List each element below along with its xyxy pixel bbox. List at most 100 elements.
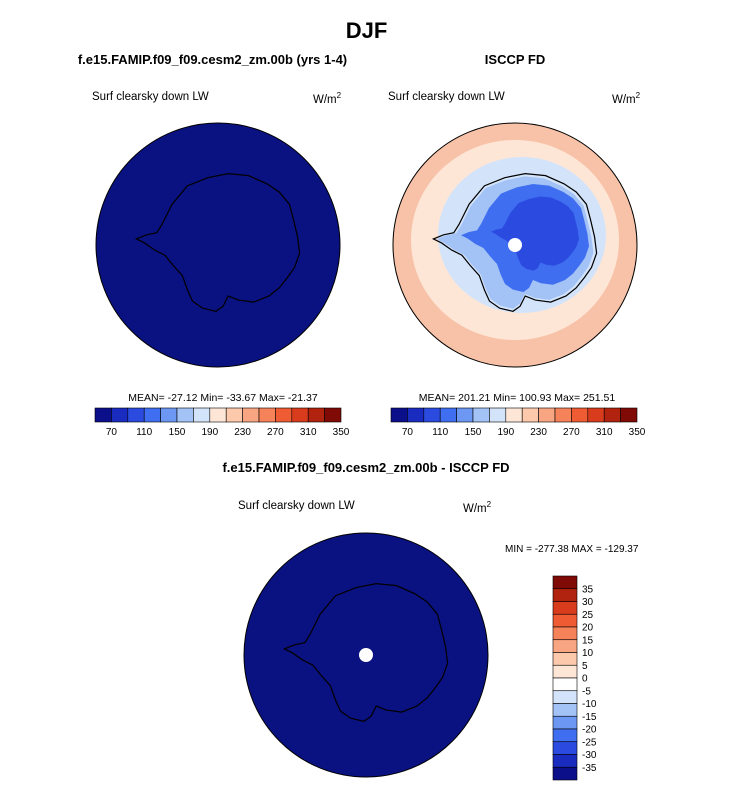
- diff-colorbar-box: [552, 766, 578, 781]
- obs-colorbar-tick: 70: [402, 427, 414, 438]
- figure-title: DJF: [345, 18, 388, 43]
- diff-colorbar-tick: -20: [582, 725, 597, 736]
- diff-colorbar-tick: 10: [582, 648, 594, 659]
- model-colorbar-box: [143, 407, 161, 423]
- obs-colorbar-box: [489, 407, 507, 423]
- model-colorbar-box: [111, 407, 129, 423]
- diff-colorbar-box: [552, 703, 578, 717]
- diff-units-label: W/m2: [463, 500, 492, 515]
- obs-colorbar-box: [407, 407, 425, 423]
- model-colorbar-box: [291, 407, 309, 423]
- obs-colorbar-tick: 190: [497, 427, 514, 438]
- diff-colorbar-box: [552, 690, 578, 704]
- model-colorbar-box: [258, 407, 276, 423]
- model-colorbar-tick: 110: [136, 427, 152, 438]
- model-case-title: f.e15.FAMIP.f09_f09.cesm2_zm.00b (yrs 1-…: [77, 52, 348, 67]
- diff-colorbar-tick: -25: [582, 737, 597, 748]
- model-colorbar-box: [307, 407, 325, 423]
- obs-colorbar-tick: 230: [530, 427, 547, 438]
- diff-colorbar-box: [552, 601, 578, 615]
- obs-colorbar-tick: 270: [563, 427, 580, 438]
- diff-colorbar-tick: 0: [582, 674, 588, 685]
- diff-stats-label: MIN = -277.38 MAX = -129.37: [505, 544, 639, 555]
- diff-colorbar-box: [552, 613, 578, 628]
- model-colorbar-tick: 70: [106, 427, 118, 438]
- model-variable-label: Surf clearsky down LW: [92, 91, 209, 103]
- model-colorbar-tick: 270: [267, 427, 284, 438]
- model-colorbar-box: [127, 407, 145, 423]
- model-colorbar-tick: 350: [333, 427, 350, 438]
- model-stats-label: MEAN= -27.12 Min= -33.67 Max= -21.37: [128, 392, 318, 404]
- obs-stats-label: MEAN= 201.21 Min= 100.93 Max= 251.51: [418, 392, 616, 404]
- model-colorbar-box: [324, 407, 342, 423]
- model-units-label: W/m2: [313, 91, 342, 106]
- obs-colorbar-tick: 110: [432, 427, 448, 438]
- obs-colorbar-box: [603, 407, 621, 423]
- obs-pole-hole: [508, 238, 522, 252]
- model-colorbar-box: [176, 407, 194, 423]
- diff-colorbar-tick: -15: [582, 712, 597, 723]
- diff-colorbar-tick: 20: [582, 623, 594, 634]
- obs-map: [392, 122, 638, 368]
- model-colorbar-box: [242, 407, 260, 423]
- diff-colorbar-box: [552, 677, 578, 692]
- diff-colorbar-box: [552, 754, 578, 768]
- diff-colorbar-box: [552, 652, 578, 666]
- obs-colorbar-box: [472, 407, 490, 423]
- diff-colorbar-tick: 5: [582, 661, 588, 672]
- obs-colorbar-box: [571, 407, 589, 423]
- obs-colorbar-tick: 310: [596, 427, 613, 438]
- obs-colorbar-box: [587, 407, 605, 423]
- diff-pole-hole: [359, 648, 373, 662]
- model-colorbar-box: [94, 407, 112, 423]
- diff-colorbar-tick: 15: [582, 635, 594, 646]
- model-map: [95, 122, 341, 368]
- obs-colorbar-box: [505, 407, 523, 423]
- model-colorbar-box: [275, 407, 293, 423]
- diff-colorbar-box: [552, 639, 578, 653]
- model-colorbar: 70 110 150 190 230 270 310 350: [94, 407, 350, 438]
- diff-colorbar-box: [552, 728, 578, 743]
- model-colorbar-tick: 150: [169, 427, 186, 438]
- obs-colorbar-box: [620, 407, 638, 423]
- model-colorbar-box: [209, 407, 227, 423]
- model-colorbar-box: [225, 407, 243, 423]
- diff-colorbar-box: [552, 715, 578, 730]
- diff-map: [243, 532, 489, 778]
- diff-colorbar-box: [552, 588, 578, 602]
- obs-colorbar-box: [554, 407, 572, 423]
- obs-colorbar: 70 110 150 190 230 270 310 350: [390, 407, 646, 438]
- model-colorbar-box: [160, 407, 178, 423]
- model-colorbar-tick: 190: [201, 427, 218, 438]
- model-colorbar-tick: 230: [234, 427, 251, 438]
- model-colorbar-box: [193, 407, 211, 423]
- diff-colorbar-tick: 35: [582, 584, 594, 595]
- obs-colorbar-tick: 350: [629, 427, 646, 438]
- diff-variable-label: Surf clearsky down LW: [238, 500, 355, 512]
- diff-colorbar-box: [552, 575, 578, 590]
- diff-colorbar-box: [552, 741, 578, 755]
- obs-case-title: ISCCP FD: [484, 52, 546, 67]
- obs-colorbar-box: [390, 407, 408, 423]
- diff-colorbar-box: [552, 664, 578, 679]
- obs-variable-label: Surf clearsky down LW: [388, 91, 505, 103]
- obs-units-label: W/m2: [612, 91, 641, 106]
- model-colorbar-tick: 310: [300, 427, 317, 438]
- obs-colorbar-box: [439, 407, 457, 423]
- diff-case-title: f.e15.FAMIP.f09_f09.cesm2_zm.00b - ISCCP…: [222, 460, 510, 475]
- diff-colorbar-tick: -35: [582, 763, 597, 774]
- diff-colorbar-tick: 25: [582, 610, 594, 621]
- obs-colorbar-tick: 150: [465, 427, 482, 438]
- diff-colorbar-tick: 30: [582, 597, 594, 608]
- obs-colorbar-box: [538, 407, 556, 423]
- obs-colorbar-box: [521, 407, 539, 423]
- diff-colorbar-box: [552, 626, 578, 641]
- obs-colorbar-box: [456, 407, 474, 423]
- diff-colorbar-tick: -10: [582, 699, 597, 710]
- diff-colorbar-tick: -5: [582, 686, 591, 697]
- obs-colorbar-box: [423, 407, 441, 423]
- diff-colorbar-tick: -30: [582, 750, 597, 761]
- model-map-field: [95, 122, 341, 368]
